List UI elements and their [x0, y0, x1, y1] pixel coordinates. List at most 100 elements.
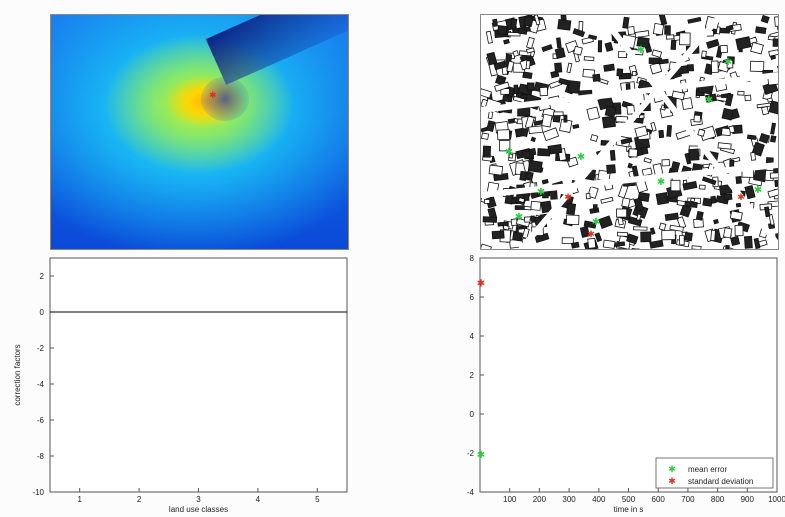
x-tick-label: 4	[256, 495, 261, 504]
building	[661, 229, 676, 241]
building	[627, 216, 643, 227]
measurement-point-marker: ✱	[577, 152, 585, 163]
building	[590, 134, 599, 142]
building	[481, 243, 492, 249]
y-tick-label: -2	[467, 449, 475, 458]
data-point-marker: ✱	[477, 278, 485, 289]
building	[726, 59, 734, 69]
measurement-point-marker: ✱	[505, 147, 513, 158]
building	[560, 15, 567, 21]
building	[724, 93, 734, 107]
building	[724, 244, 730, 249]
building	[491, 230, 505, 240]
building	[768, 49, 778, 57]
building	[506, 60, 515, 73]
building	[524, 115, 535, 130]
building	[502, 95, 513, 103]
building	[497, 221, 509, 227]
building	[768, 213, 775, 226]
building	[622, 16, 630, 29]
building	[586, 106, 600, 121]
building	[684, 231, 693, 242]
measurement-point-marker: ✱	[657, 177, 665, 188]
street	[598, 15, 778, 249]
building	[494, 74, 507, 86]
building	[617, 184, 629, 199]
building	[737, 90, 745, 96]
building	[529, 215, 536, 223]
building	[679, 32, 691, 46]
building	[670, 39, 677, 51]
measurement-point-marker: ✱	[515, 212, 523, 223]
building	[515, 217, 531, 228]
building	[634, 197, 644, 212]
building	[533, 15, 541, 26]
x-tick-label: 3	[196, 495, 201, 504]
y-tick-label: -10	[32, 488, 44, 497]
building	[588, 34, 598, 41]
building	[626, 233, 639, 245]
building	[609, 149, 616, 161]
building	[526, 82, 535, 91]
building	[570, 241, 580, 249]
building	[710, 195, 717, 204]
building	[630, 247, 640, 249]
building	[632, 226, 648, 231]
building	[769, 135, 777, 143]
legend-entry-label: standard deviation	[688, 477, 753, 486]
building	[587, 186, 599, 199]
error-over-time-chart: 100 200 300 400 500 600 700 800 900 1000 8 6 4 2 0 -2 -4…	[440, 254, 785, 517]
building	[640, 231, 652, 243]
building	[600, 196, 614, 204]
building	[606, 164, 616, 174]
building	[541, 178, 549, 185]
building	[649, 227, 656, 235]
building	[512, 95, 526, 104]
building	[512, 50, 520, 57]
measurement-point-marker: ✱	[564, 192, 572, 202]
building	[650, 121, 657, 132]
building	[760, 15, 770, 24]
building	[658, 15, 668, 26]
building	[482, 216, 498, 223]
street	[481, 162, 778, 198]
building	[492, 18, 498, 27]
building	[486, 120, 496, 132]
building	[695, 210, 704, 221]
building	[750, 151, 757, 161]
building	[526, 47, 535, 54]
x-axis-label: time in s	[614, 505, 644, 514]
building	[764, 206, 771, 218]
building	[523, 15, 534, 28]
building	[649, 62, 663, 75]
building	[616, 208, 628, 218]
building	[481, 132, 490, 140]
street	[481, 72, 778, 113]
building	[583, 56, 595, 62]
building	[485, 30, 493, 44]
y-tick-label: 4	[470, 332, 475, 341]
building	[554, 47, 566, 59]
building	[525, 26, 531, 32]
building	[616, 231, 629, 237]
building	[723, 227, 733, 239]
building	[643, 157, 652, 164]
building	[526, 36, 535, 49]
building	[601, 115, 616, 129]
building	[488, 164, 504, 176]
x-tick-label: 600	[652, 495, 666, 504]
building	[513, 118, 519, 123]
x-tick-label: 300	[562, 495, 576, 504]
building	[502, 224, 510, 231]
building	[690, 197, 696, 203]
building	[481, 88, 492, 99]
building	[729, 210, 743, 221]
building	[604, 105, 617, 118]
building	[582, 68, 595, 78]
measurement-point-marker: ✱	[737, 192, 745, 202]
y-tick-label: 8	[470, 254, 475, 263]
building	[508, 153, 514, 159]
building	[769, 172, 778, 179]
building	[604, 41, 614, 52]
building	[579, 226, 590, 238]
